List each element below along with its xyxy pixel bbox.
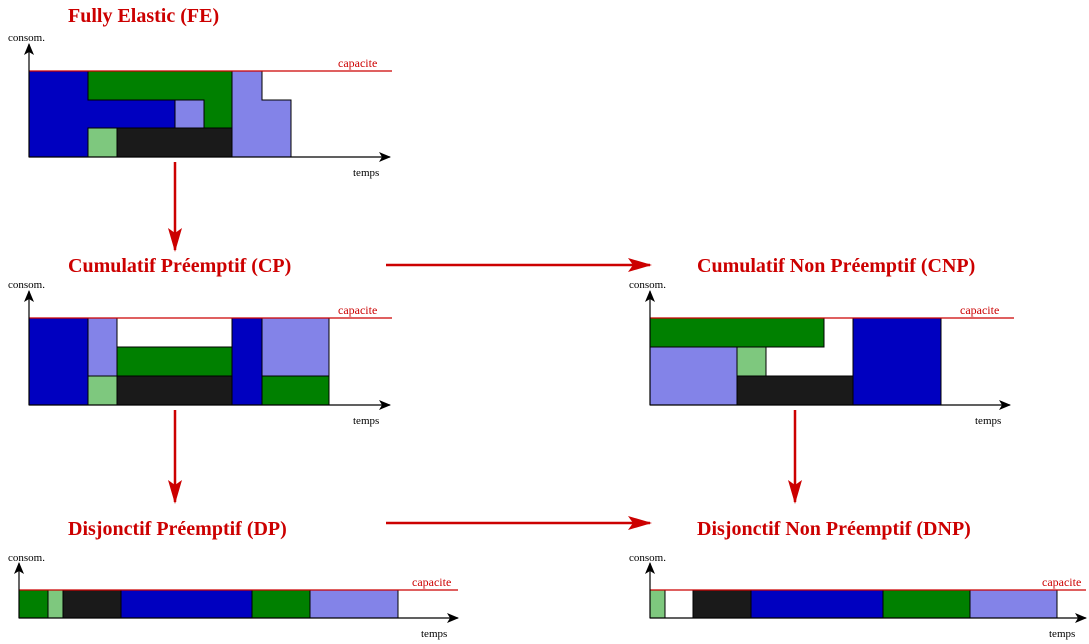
dnp-x-axis-label: temps [1049, 628, 1075, 640]
dp-tasks [18, 589, 399, 619]
cnp-capacity-label: capacite [960, 303, 999, 317]
dnp-capacity-label: capacite [1042, 575, 1081, 589]
cnp-blue-task [852, 317, 942, 406]
dnp-blue-task [750, 589, 884, 619]
dp-x-axis-label: temps [421, 628, 447, 640]
fe-y-axis-label: consom. [8, 32, 45, 44]
cp-y-axis-label: consom. [8, 279, 45, 291]
dnp-tasks [649, 589, 1058, 619]
dnp-y-axis-label: consom. [629, 552, 666, 564]
title-fully-elastic: Fully Elastic (FE) [68, 5, 219, 27]
dp-y-axis-label: consom. [8, 552, 45, 564]
panel-cumulatif-non-preemptif: Cumulatif Non Préemptif (CNP) capacite c… [629, 255, 1014, 427]
fe-capacity-label: capacite [338, 56, 377, 70]
dp-purple-task [309, 589, 399, 619]
cp-light-green-task [87, 375, 118, 406]
dp-blue-task [120, 589, 253, 619]
dnp-black-task [692, 589, 752, 619]
cp-purple-task-1 [87, 317, 118, 377]
title-cumulatif-non-preemptif: Cumulatif Non Préemptif (CNP) [697, 255, 975, 277]
cp-purple-task-2 [261, 317, 330, 377]
transition-arrows [168, 162, 802, 530]
cnp-green-task [649, 317, 825, 348]
dp-capacity-label: capacite [412, 575, 451, 589]
cp-blue-task-2 [231, 317, 263, 406]
title-disjonctif-non-preemptif: Disjonctif Non Préemptif (DNP) [697, 518, 971, 540]
cnp-purple-task [649, 346, 738, 406]
dp-green-task-1 [18, 589, 49, 619]
fe-purple-task-part [174, 99, 205, 129]
cp-black-task [116, 375, 233, 406]
cnp-y-axis-label: consom. [629, 279, 666, 291]
cp-blue-task-1 [28, 317, 89, 406]
fe-tasks [28, 70, 292, 158]
dp-green-task-2 [251, 589, 311, 619]
title-disjonctif-preemptif: Disjonctif Préemptif (DP) [68, 518, 287, 540]
fe-black-task [116, 127, 233, 158]
cp-green-task-1 [116, 346, 233, 377]
panel-disjonctif-preemptif: Disjonctif Préemptif (DP) capacite conso… [8, 518, 459, 640]
panel-disjonctif-non-preemptif: Disjonctif Non Préemptif (DNP) capacite … [629, 518, 1087, 640]
dp-light-green-task [47, 589, 64, 619]
cp-capacity-label: capacite [338, 303, 377, 317]
cnp-x-axis-label: temps [975, 415, 1001, 427]
cp-green-task-2 [261, 375, 330, 406]
fe-x-axis-label: temps [353, 167, 379, 179]
fe-light-green-task [87, 127, 118, 158]
panel-cumulatif-preemptif: Cumulatif Préemptif (CP) capacite consom… [8, 255, 392, 427]
cnp-light-green-task [736, 346, 767, 377]
cp-x-axis-label: temps [353, 415, 379, 427]
cnp-tasks [649, 317, 942, 406]
fe-purple-task [231, 70, 292, 158]
panel-fully-elastic: Fully Elastic (FE) capacite consom. temp… [8, 5, 392, 179]
dnp-light-green-task [649, 589, 666, 619]
dnp-purple-task [969, 589, 1058, 619]
cp-tasks [28, 317, 330, 406]
dp-black-task [62, 589, 122, 619]
cnp-black-task [736, 375, 854, 406]
dnp-green-task [882, 589, 971, 619]
title-cumulatif-preemptif: Cumulatif Préemptif (CP) [68, 255, 291, 277]
